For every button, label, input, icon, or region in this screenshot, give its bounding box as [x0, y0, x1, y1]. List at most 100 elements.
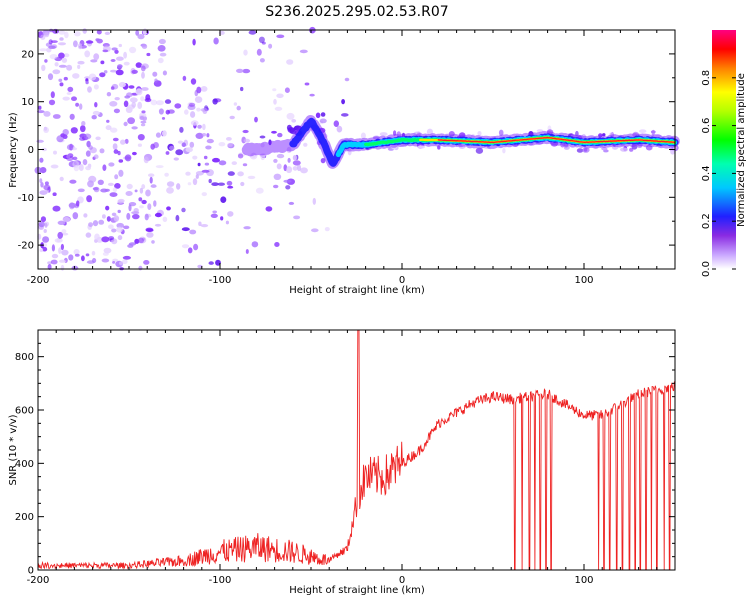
heatmap-cell [102, 164, 107, 171]
heatmap-cell [184, 109, 189, 115]
heatmap-cell [84, 50, 91, 58]
heatmap-cell [166, 187, 174, 194]
heatmap-cell [143, 156, 149, 164]
heatmap-cell [155, 165, 164, 169]
x-tick-label: -100 [209, 575, 232, 586]
heatmap-cell [164, 172, 169, 177]
heatmap-cell [243, 49, 248, 56]
heatmap-cell [227, 211, 234, 217]
heatmap-cell [225, 220, 229, 225]
colorbar-ticks: 0.0 0.2 0.4 0.6 0.8 [701, 70, 736, 277]
heatmap-cell [142, 28, 148, 35]
heatmap-cell [174, 103, 182, 109]
heatmap-cell [69, 113, 75, 120]
heatmap-cell [251, 241, 259, 248]
heatmap-cell [125, 191, 133, 196]
heatmap-cell [233, 102, 238, 106]
heatmap-cell [141, 87, 149, 91]
heatmap-cell [50, 91, 55, 99]
heatmap-cell [205, 145, 212, 150]
heatmap-cell [154, 212, 162, 218]
heatmap-cell [36, 139, 44, 143]
heatmap-cell [333, 120, 339, 127]
heatmap-cell [181, 142, 186, 147]
heatmap-cell [123, 225, 130, 230]
x-tick-label: 100 [574, 275, 593, 286]
heatmap-cell [104, 31, 111, 35]
heatmap-cell [110, 127, 118, 133]
heatmap-cell [85, 150, 91, 157]
heatmap-cell [162, 130, 167, 137]
heatmap-cell [190, 78, 197, 85]
y-tick-label: 200 [15, 512, 34, 523]
heatmap-cell [59, 82, 64, 87]
heatmap-cell [127, 244, 134, 248]
x-tick-label: -100 [209, 275, 232, 286]
heatmap-cell [40, 34, 46, 40]
heatmap-cell [258, 36, 265, 43]
y-tick-label: -10 [18, 193, 34, 204]
heatmap-cell [242, 68, 251, 74]
heatmap-cell [61, 57, 68, 63]
heatmap-cell [181, 207, 186, 213]
heatmap-cell [108, 236, 115, 241]
heatmap-cell [341, 113, 349, 117]
heatmap-cell [229, 115, 235, 120]
heatmap-cell [77, 60, 85, 65]
heatmap-cell [42, 246, 48, 252]
heatmap-cell [145, 189, 151, 197]
heatmap-cell [139, 187, 144, 194]
heatmap-cell [56, 237, 61, 243]
heatmap-cell [129, 97, 138, 103]
heatmap-cell [103, 70, 108, 74]
heatmap-cell [158, 108, 164, 115]
heatmap-cell [52, 114, 61, 119]
heatmap-cell [309, 93, 315, 97]
heatmap-cell [113, 149, 119, 154]
heatmap-cell [285, 166, 293, 174]
heatmap-cell [204, 162, 210, 166]
heatmap-cell [336, 125, 343, 133]
heatmap-cell [182, 75, 187, 81]
heatmap-cell [69, 179, 77, 184]
heatmap-cell [98, 219, 105, 225]
heatmap-cell [212, 98, 218, 105]
heatmap-cell [50, 164, 59, 169]
heatmap-cell [154, 223, 162, 227]
heatmap-cell [92, 220, 99, 227]
heatmap-cell [620, 147, 628, 152]
heatmap-cell [276, 163, 282, 170]
colorbar-label: Normalized spectral amplitude [736, 73, 747, 227]
heatmap-cell [145, 227, 154, 232]
heatmap-cell [110, 86, 115, 90]
heatmap-cell [122, 259, 128, 265]
heatmap-cell [187, 247, 193, 254]
colorbar-tick-label: 0.6 [701, 118, 712, 134]
heatmap-cell [111, 212, 117, 217]
heatmap-cell [195, 171, 204, 176]
heatmap-cell [146, 52, 151, 57]
heatmap-cell [498, 129, 504, 136]
heatmap-cell [287, 157, 291, 163]
heatmap-cell [151, 240, 155, 244]
heatmap-cell [73, 249, 80, 255]
heatmap-cell [299, 49, 308, 54]
heatmap-cell [39, 48, 48, 52]
heatmap-cell [44, 223, 48, 228]
heatmap-cell [268, 43, 273, 49]
heatmap-cell [101, 258, 110, 263]
heatmap-cell [179, 126, 184, 133]
heatmap-cell [68, 254, 74, 261]
heatmap-cell [109, 192, 118, 198]
heatmap-cell [42, 236, 50, 243]
heatmap-cell [259, 58, 265, 63]
heatmap-cell [169, 145, 175, 151]
heatmap-cell [303, 142, 308, 147]
heatmap-cell [196, 107, 201, 112]
heatmap-cell [291, 119, 297, 123]
heatmap-cell [70, 127, 78, 134]
heatmap-cell [158, 38, 166, 45]
heatmap-cell [64, 31, 69, 39]
heatmap-cell [52, 205, 61, 212]
heatmap-cell [85, 40, 94, 44]
